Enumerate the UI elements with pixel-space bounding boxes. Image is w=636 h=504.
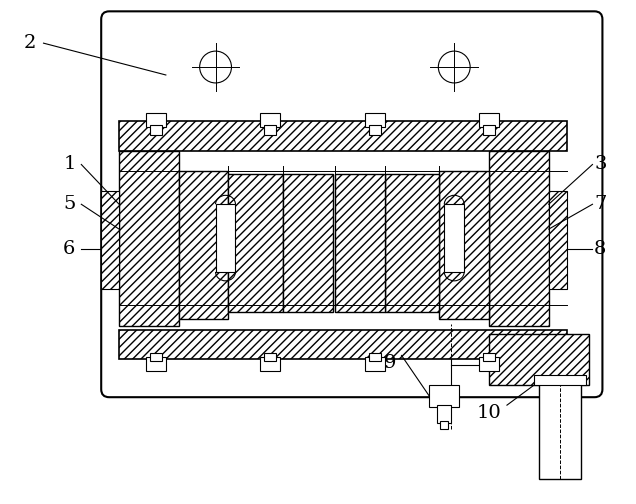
Bar bbox=[483, 353, 495, 361]
Bar bbox=[549, 192, 567, 289]
Bar bbox=[483, 124, 495, 135]
Bar bbox=[119, 121, 567, 151]
Bar bbox=[369, 353, 381, 361]
Bar bbox=[429, 385, 459, 407]
Bar bbox=[364, 357, 385, 371]
Bar bbox=[385, 174, 439, 311]
Bar bbox=[228, 174, 283, 311]
Text: 1: 1 bbox=[63, 156, 76, 173]
Text: 3: 3 bbox=[594, 156, 607, 173]
Bar bbox=[369, 124, 381, 135]
Bar bbox=[260, 357, 280, 371]
Bar bbox=[150, 124, 162, 135]
Bar bbox=[146, 113, 166, 127]
Text: 10: 10 bbox=[476, 404, 501, 422]
Bar bbox=[439, 171, 489, 319]
Bar bbox=[119, 330, 567, 359]
Bar bbox=[445, 204, 464, 272]
Bar bbox=[101, 192, 119, 289]
Text: 8: 8 bbox=[594, 240, 607, 258]
Bar bbox=[489, 151, 549, 326]
Text: 9: 9 bbox=[384, 354, 396, 372]
Bar bbox=[146, 357, 166, 371]
FancyBboxPatch shape bbox=[101, 11, 602, 397]
Bar bbox=[479, 357, 499, 371]
Bar bbox=[539, 380, 581, 479]
Bar bbox=[265, 124, 276, 135]
Text: 5: 5 bbox=[63, 195, 76, 213]
Bar bbox=[179, 171, 228, 319]
Bar bbox=[335, 174, 385, 311]
Bar bbox=[119, 151, 179, 326]
Bar bbox=[440, 421, 448, 429]
Bar bbox=[283, 174, 333, 311]
Bar bbox=[479, 113, 499, 127]
Bar bbox=[364, 113, 385, 127]
Bar bbox=[265, 353, 276, 361]
Bar bbox=[534, 375, 586, 385]
Bar bbox=[260, 113, 280, 127]
Bar bbox=[489, 334, 588, 385]
Bar bbox=[216, 204, 235, 272]
Text: 7: 7 bbox=[594, 195, 607, 213]
Bar bbox=[438, 405, 452, 423]
Bar bbox=[150, 353, 162, 361]
Text: 2: 2 bbox=[24, 34, 36, 52]
Text: 6: 6 bbox=[63, 240, 76, 258]
